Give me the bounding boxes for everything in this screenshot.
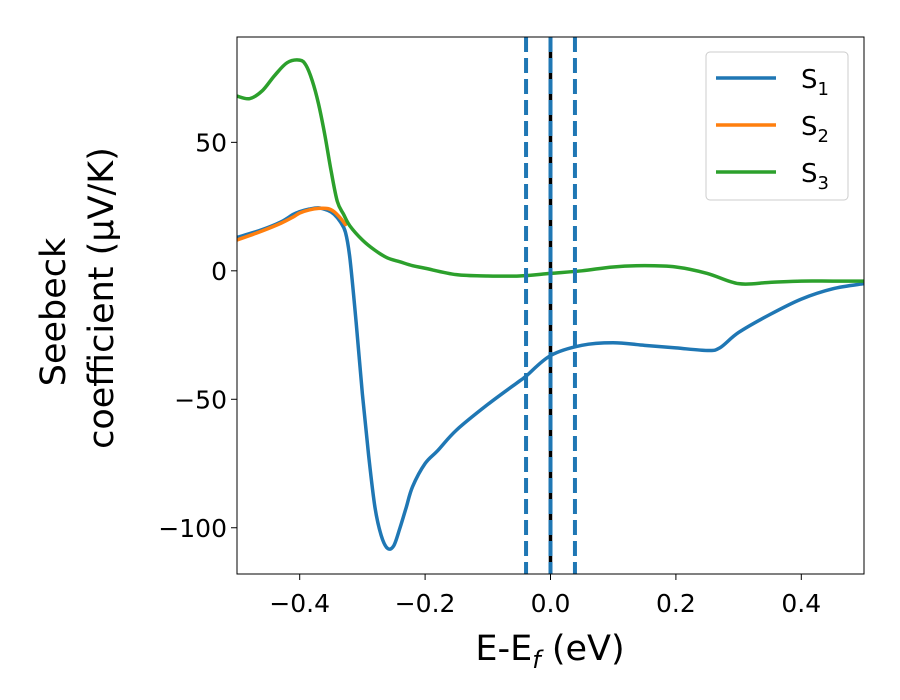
legend-label-main: S <box>801 159 818 189</box>
y-axis-label-line1: Seebeck <box>34 237 74 386</box>
x-axis-label: E-Ef (eV) <box>475 629 624 674</box>
series-line-s2 <box>237 206 348 242</box>
legend-label-s1: S1 <box>801 65 829 100</box>
legend-label-s2: S2 <box>801 112 829 147</box>
series-line-s3 <box>237 58 864 286</box>
legend-label-main: S <box>801 65 818 95</box>
x-tick-label: 0.4 <box>781 589 821 618</box>
legend-label-subscript: 3 <box>818 173 829 194</box>
y-axis-label-line2: coefficient (μV/K) <box>82 147 122 449</box>
reference-lines <box>524 37 577 574</box>
x-ticks: −0.4 −0.2 0.0 0.2 0.4 <box>269 574 821 618</box>
x-tick-label: 0.0 <box>531 589 571 618</box>
legend-label-main: S <box>801 112 818 142</box>
series-layer <box>237 58 864 551</box>
x-tick-label: −0.2 <box>395 589 456 618</box>
x-tick-label: 0.2 <box>656 589 696 618</box>
legend-box <box>705 51 849 201</box>
y-tick-label: −50 <box>174 385 227 414</box>
y-tick-label: 0 <box>211 257 227 286</box>
y-ticks: 50 0 −50 −100 <box>158 128 237 543</box>
legend-label-subscript: 1 <box>818 79 829 100</box>
x-axis-label-unit: (eV) <box>541 629 625 669</box>
x-tick-label: −0.4 <box>269 589 330 618</box>
y-tick-label: −100 <box>158 514 227 543</box>
x-axis-label-main: E-E <box>475 629 532 669</box>
y-tick-label: 50 <box>195 128 227 157</box>
legend-label-subscript: 2 <box>818 126 829 147</box>
legend-label-s3: S3 <box>801 159 829 194</box>
